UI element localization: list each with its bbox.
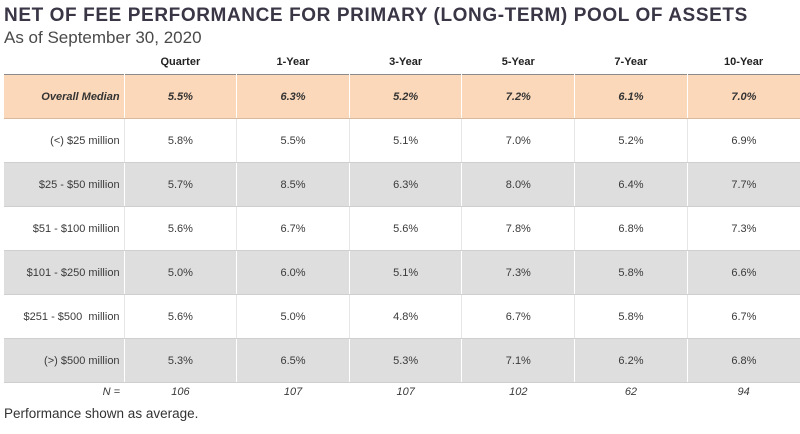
column-header: 7-Year xyxy=(614,56,648,68)
table-cell: 6.3% xyxy=(348,162,462,207)
table-cell: 8.0% xyxy=(461,162,575,207)
table-cell: 5.2% xyxy=(348,74,462,119)
column-header: 10-Year xyxy=(724,56,764,68)
column-header: 5-Year xyxy=(501,56,535,68)
table-cell: 5.6% xyxy=(123,206,237,251)
table-cell: 6.2% xyxy=(574,338,688,383)
page-subtitle: As of September 30, 2020 xyxy=(4,28,202,47)
table-cell: 6.8% xyxy=(686,338,800,383)
row-label: $51 - $100 million xyxy=(4,206,125,251)
sample-size-cell: 106 xyxy=(124,382,237,401)
table-cell: 7.7% xyxy=(686,162,800,207)
table-cell: 6.0% xyxy=(236,250,350,295)
column-header: 3-Year xyxy=(389,56,423,68)
table-cell: 6.7% xyxy=(686,294,800,339)
table-cell: 5.5% xyxy=(236,118,350,163)
sample-size-label: N = xyxy=(4,382,125,401)
table-cell: 6.7% xyxy=(461,294,575,339)
table-cell: 6.7% xyxy=(236,206,350,251)
table-cell: 5.3% xyxy=(348,338,462,383)
header-corner xyxy=(4,50,124,75)
table-cell: 7.0% xyxy=(686,74,800,119)
table-cell: 6.4% xyxy=(574,162,688,207)
column-header: Quarter xyxy=(160,56,201,68)
sample-size-cell: 107 xyxy=(236,382,350,401)
table-cell: 5.1% xyxy=(348,118,462,163)
table-cell: 5.8% xyxy=(574,294,688,339)
table-cell: 6.8% xyxy=(574,206,688,251)
table-cell: 5.1% xyxy=(348,250,462,295)
table-cell: 5.2% xyxy=(574,118,688,163)
sample-size-cell: 102 xyxy=(461,382,575,401)
table-cell: 6.1% xyxy=(574,74,688,119)
table-cell: 6.6% xyxy=(686,250,800,295)
table-cell: 6.3% xyxy=(236,74,350,119)
performance-table-container: Quarter 1-Year 3-Year 5-Year 7-Year 10-Y… xyxy=(4,50,800,401)
row-label: $251 - $500 million xyxy=(4,294,125,339)
row-label: Overall Median xyxy=(4,74,125,119)
table-cell: 7.1% xyxy=(461,338,575,383)
table-cell: 4.8% xyxy=(348,294,462,339)
page-title: NET OF FEE PERFORMANCE FOR PRIMARY (LONG… xyxy=(4,5,748,26)
column-header: 1-Year xyxy=(276,56,310,68)
table-cell: 6.9% xyxy=(686,118,800,163)
sample-size-cell: 94 xyxy=(687,382,800,401)
table-cell: 5.3% xyxy=(123,338,237,383)
sample-size-cell: 107 xyxy=(349,382,462,401)
table-cell: 5.0% xyxy=(123,250,237,295)
sample-size-cell: 62 xyxy=(574,382,688,401)
table-row: $51 - $100 million 5.6% 6.7% 5.6% 7.8% 6… xyxy=(4,206,800,251)
table-cell: 5.0% xyxy=(236,294,350,339)
row-label: (>) $500 million xyxy=(4,338,125,383)
footnote: Performance shown as average. xyxy=(4,406,199,421)
table-cell: 5.6% xyxy=(348,206,462,251)
table-cell: 7.3% xyxy=(686,206,800,251)
row-label: (<) $25 million xyxy=(4,118,125,163)
table-cell: 5.5% xyxy=(123,74,237,119)
sample-size-row: N = 106 107 107 102 62 94 xyxy=(4,382,800,401)
table-cell: 7.0% xyxy=(461,118,575,163)
table-row-overall-median: Overall Median 5.5% 6.3% 5.2% 7.2% 6.1% … xyxy=(4,74,800,119)
table-row: $101 - $250 million 5.0% 6.0% 5.1% 7.3% … xyxy=(4,250,800,295)
table-cell: 7.3% xyxy=(461,250,575,295)
row-label: $25 - $50 million xyxy=(4,162,125,207)
table-row: (>) $500 million 5.3% 6.5% 5.3% 7.1% 6.2… xyxy=(4,338,800,383)
table-cell: 5.8% xyxy=(123,118,237,163)
table-row: $25 - $50 million 5.7% 8.5% 6.3% 8.0% 6.… xyxy=(4,162,800,207)
table-cell: 5.6% xyxy=(123,294,237,339)
table-cell: 6.5% xyxy=(236,338,350,383)
table-cell: 5.7% xyxy=(123,162,237,207)
table-cell: 5.8% xyxy=(574,250,688,295)
table-cell: 8.5% xyxy=(236,162,350,207)
table-cell: 7.8% xyxy=(461,206,575,251)
row-label: $101 - $250 million xyxy=(4,250,125,295)
performance-table: Quarter 1-Year 3-Year 5-Year 7-Year 10-Y… xyxy=(4,50,800,401)
table-row: $251 - $500 million 5.6% 5.0% 4.8% 6.7% … xyxy=(4,294,800,339)
table-row: (<) $25 million 5.8% 5.5% 5.1% 7.0% 5.2%… xyxy=(4,118,800,163)
table-cell: 7.2% xyxy=(461,74,575,119)
header-row: Quarter 1-Year 3-Year 5-Year 7-Year 10-Y… xyxy=(4,50,800,75)
